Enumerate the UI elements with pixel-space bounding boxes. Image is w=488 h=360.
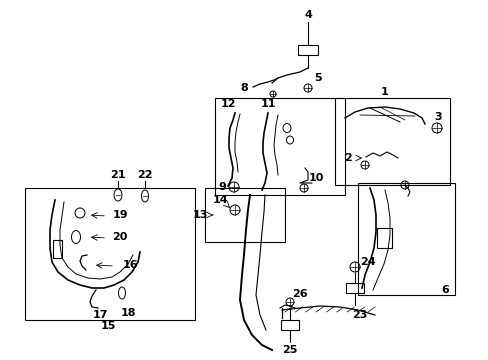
Text: 1: 1 xyxy=(380,87,388,97)
Text: 11: 11 xyxy=(260,99,275,109)
Bar xyxy=(53,240,62,258)
Text: 12: 12 xyxy=(220,99,235,109)
Bar xyxy=(25,188,195,320)
Bar xyxy=(357,183,454,295)
Text: 13: 13 xyxy=(192,210,207,220)
Text: 19: 19 xyxy=(112,210,127,220)
Text: 25: 25 xyxy=(282,345,297,355)
Text: 21: 21 xyxy=(110,170,125,180)
Bar xyxy=(297,45,317,55)
Text: 17: 17 xyxy=(92,310,107,320)
Text: 9: 9 xyxy=(218,182,225,192)
Text: 20: 20 xyxy=(112,232,127,242)
Text: 23: 23 xyxy=(351,310,367,320)
Text: 2: 2 xyxy=(344,153,351,163)
Text: 4: 4 xyxy=(304,10,311,20)
Text: 22: 22 xyxy=(137,170,152,180)
Bar xyxy=(346,283,363,293)
Text: 24: 24 xyxy=(360,257,375,267)
Text: 3: 3 xyxy=(433,112,441,122)
Text: 6: 6 xyxy=(440,285,448,295)
Bar xyxy=(376,228,391,248)
Text: 8: 8 xyxy=(240,83,247,93)
Bar xyxy=(281,320,298,330)
Bar xyxy=(204,188,285,242)
Text: 18: 18 xyxy=(120,308,136,318)
Text: 16: 16 xyxy=(122,260,138,270)
Text: 10: 10 xyxy=(307,173,323,183)
Text: 15: 15 xyxy=(100,321,116,331)
Bar xyxy=(334,98,449,185)
Text: 5: 5 xyxy=(314,73,321,83)
Text: 14: 14 xyxy=(212,195,227,205)
Text: 26: 26 xyxy=(292,289,307,299)
Bar xyxy=(215,98,345,195)
